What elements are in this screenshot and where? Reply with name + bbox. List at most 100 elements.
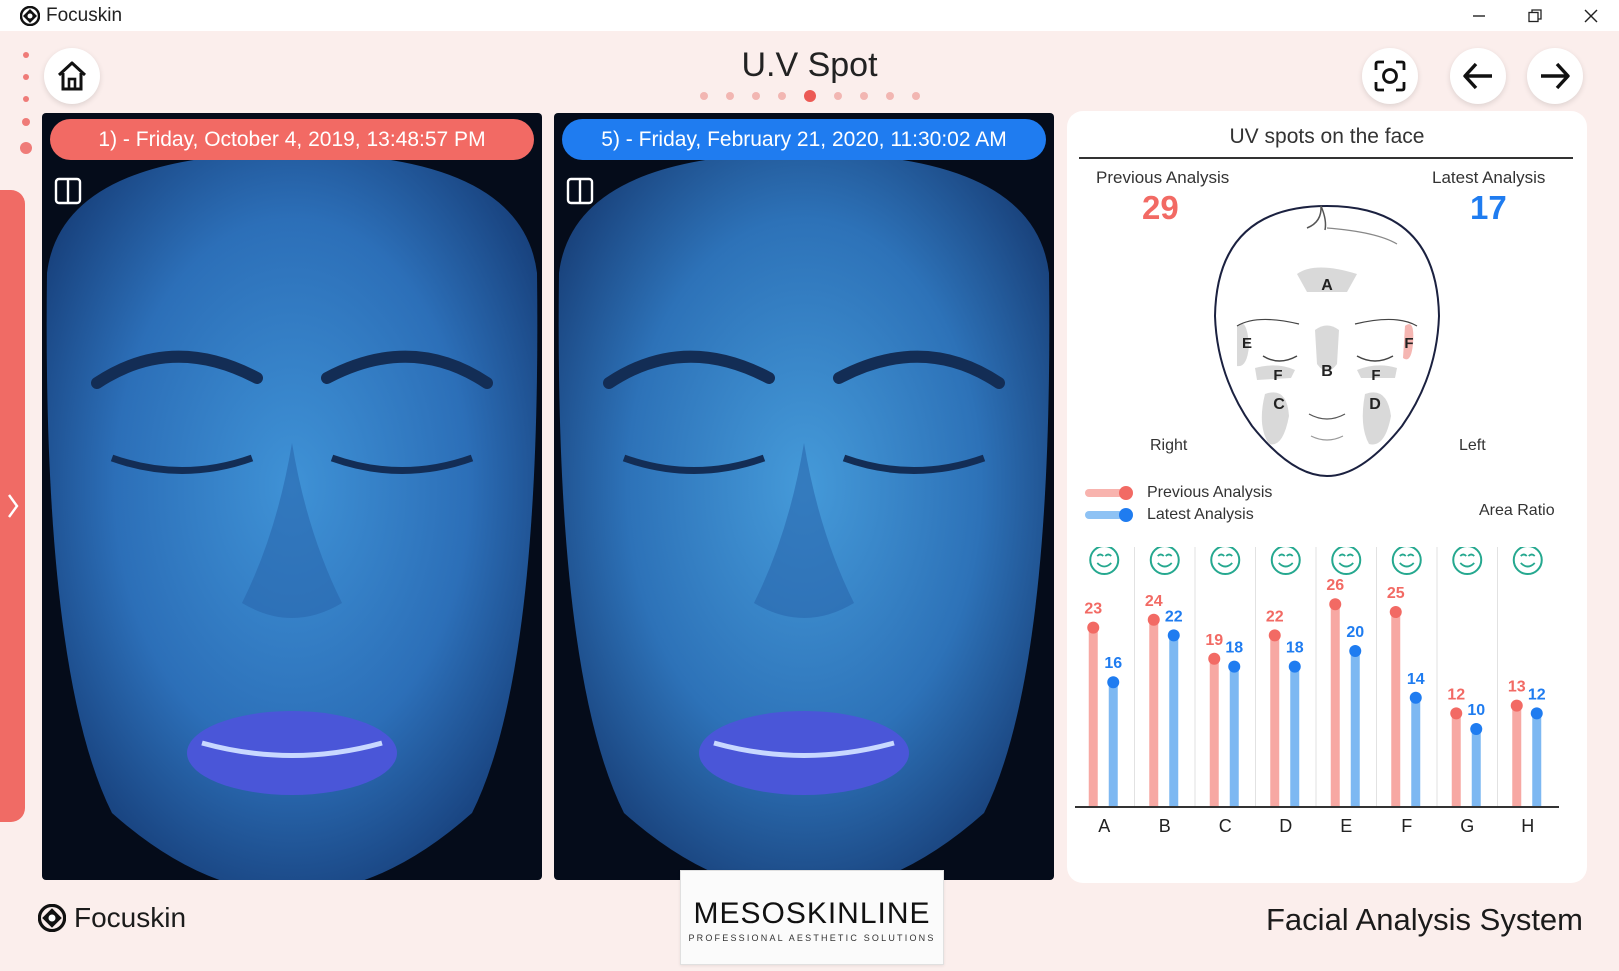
capture-icon [1374,60,1406,92]
page-title: U.V Spot [741,46,878,84]
back-button[interactable] [1450,48,1506,104]
bar-latest [1471,729,1481,807]
bar-latest [1532,713,1542,807]
smile-icon [1089,547,1120,575]
legend-previous: Previous Analysis [1085,484,1272,502]
bar-latest [1108,682,1118,807]
bar-latest [1290,666,1300,807]
legend-label-previous: Previous Analysis [1147,484,1273,501]
brand-name: MESOSKINLINE [693,897,931,930]
page-dot[interactable] [751,92,760,100]
smile-icon-eyes [1520,553,1536,557]
x-tick-label: B [1159,816,1171,836]
smile-icon-eyes [1217,553,1233,557]
page-dot[interactable] [777,92,786,100]
split-view-icon[interactable] [566,177,594,205]
previous-analysis-photo[interactable]: 1) - Friday, October 4, 2019, 13:48:57 P… [42,113,542,880]
previous-analysis-label: Previous Analysis [1096,168,1230,187]
bar-previous [1209,658,1219,807]
page-dot[interactable] [699,92,708,100]
rail-dot [22,118,30,126]
bar-marker-previous [1147,613,1160,626]
smile-icon-mouth [1338,562,1354,568]
zone-label-f: F [1371,367,1380,384]
page-dot[interactable] [859,92,868,100]
analysis-panel: UV spots on the face Previous Analysis 2… [1067,111,1587,883]
smile-icon-mouth [1217,562,1233,568]
smile-icon [1512,547,1543,575]
side-drawer-tab[interactable] [0,190,25,822]
forward-button[interactable] [1527,48,1583,104]
minimize-button[interactable] [1451,0,1507,31]
smile-icon-eyes [1338,553,1354,557]
data-label-latest: 16 [1104,655,1122,672]
page-dot[interactable] [885,92,894,100]
bar-previous [1451,713,1461,807]
page-dot[interactable] [833,92,842,100]
smile-icon-mouth [1278,562,1294,568]
bar-marker-previous [1450,707,1463,720]
smile-icon-mouth [1459,562,1475,568]
data-label-latest: 22 [1165,608,1183,625]
data-label-previous: 19 [1205,632,1223,649]
bar-previous [1330,604,1340,807]
app-title: Focuskin [46,4,123,26]
bar-marker-latest [1288,660,1301,673]
data-label-previous: 22 [1266,608,1284,625]
bar-previous [1391,612,1401,807]
data-label-previous: 25 [1387,585,1405,602]
smile-icon-eyes [1157,553,1173,557]
page-dot[interactable] [725,92,734,100]
divider [1079,157,1573,159]
legend-label-latest: Latest Analysis [1147,506,1254,523]
rail-dot [23,52,29,58]
close-button[interactable] [1563,0,1619,31]
restore-button[interactable] [1507,0,1563,31]
focuskin-logo-icon [20,5,40,26]
data-label-previous: 23 [1084,601,1102,618]
data-label-latest: 10 [1467,702,1485,719]
smile-icon-eyes [1278,553,1294,557]
page-dot[interactable] [803,90,816,102]
page-dot[interactable] [911,92,920,100]
bar-marker-previous [1208,652,1221,665]
rail-dot [20,142,32,154]
latest-date-label: 5) - Friday, February 21, 2020, 11:30:02… [562,119,1046,160]
smile-icon-mouth [1520,562,1536,568]
zone-label-f-right: F [1404,335,1413,352]
data-label-latest: 14 [1407,671,1425,688]
home-button[interactable] [44,48,100,104]
split-view-icon[interactable] [54,177,82,205]
data-label-previous: 26 [1326,577,1344,594]
smile-icon-eyes [1399,553,1415,557]
latest-analysis-photo[interactable]: 5) - Friday, February 21, 2020, 11:30:02… [554,113,1054,880]
data-label-latest: 18 [1286,640,1304,657]
x-tick-label: F [1401,816,1412,836]
bar-marker-previous [1268,629,1281,642]
system-name: Facial Analysis System [1266,902,1583,937]
rail-dot [23,74,29,80]
bar-latest [1169,635,1179,807]
data-label-previous: 13 [1508,679,1526,696]
smile-icon [1149,547,1180,575]
page-indicator [0,90,1619,102]
x-tick-label: A [1098,816,1110,836]
bar-marker-latest [1228,660,1241,673]
zone-label-c: C [1273,396,1285,413]
zone-label-e: E [1242,335,1252,352]
legend-swatch-previous [1085,486,1133,500]
bar-marker-latest [1349,645,1362,657]
data-label-latest: 12 [1528,686,1546,703]
smile-icon [1452,547,1483,575]
data-label-latest: 20 [1346,624,1364,641]
capture-button[interactable] [1362,48,1418,104]
zone-label-b: B [1321,363,1333,380]
uv-face-image [558,153,1050,880]
app-identity: Focuskin [20,5,122,27]
mesoskinline-badge: MESOSKINLINE PROFESSIONAL AESTHETIC SOLU… [680,870,944,965]
focuskin-logo-icon [38,904,66,932]
uv-face-image [46,153,538,880]
window-controls [1451,0,1619,31]
x-tick-label: G [1460,816,1474,836]
